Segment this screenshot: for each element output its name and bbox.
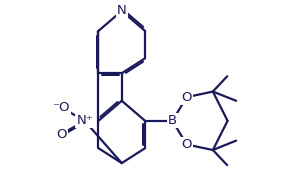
Text: O: O <box>181 138 192 151</box>
Text: O: O <box>56 128 67 141</box>
Text: N: N <box>117 4 127 17</box>
Text: B: B <box>168 114 177 127</box>
Text: ⁻O: ⁻O <box>53 101 70 114</box>
Text: O: O <box>181 91 192 104</box>
Text: N⁺: N⁺ <box>76 114 93 127</box>
